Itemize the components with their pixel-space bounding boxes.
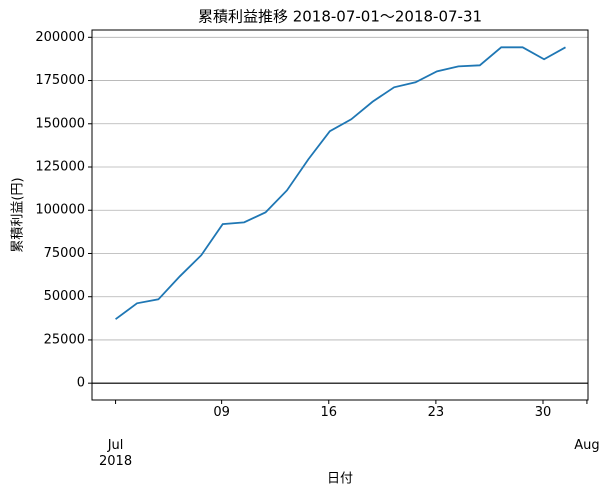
y-tick-label: 175000	[35, 73, 85, 88]
x-tick-label: 09	[213, 405, 230, 420]
y-axis-label: 累積利益(円)	[11, 177, 26, 252]
y-tick-label: 25000	[44, 332, 85, 347]
y-tick-label: 75000	[44, 246, 85, 261]
y-tick-label: 150000	[35, 116, 85, 131]
plot-frame	[91, 29, 589, 401]
y-tick-label: 200000	[35, 30, 85, 45]
x-tick-label: 30	[534, 405, 552, 420]
x-tick-label: 16	[320, 405, 338, 420]
x-tick-label: 23	[427, 405, 445, 420]
y-tick-label: 100000	[35, 203, 85, 218]
y-tick-label: 0	[77, 376, 85, 391]
x-tick-label: Jul 2018	[99, 438, 133, 469]
y-tick-label: 50000	[44, 289, 85, 304]
data-line	[115, 46, 566, 320]
chart-title: 累積利益推移 2018-07-01〜2018-07-31	[198, 8, 482, 26]
y-tick-label: 125000	[35, 160, 85, 175]
x-tick-label: Aug	[574, 438, 600, 453]
x-axis-label: 日付	[327, 472, 353, 487]
